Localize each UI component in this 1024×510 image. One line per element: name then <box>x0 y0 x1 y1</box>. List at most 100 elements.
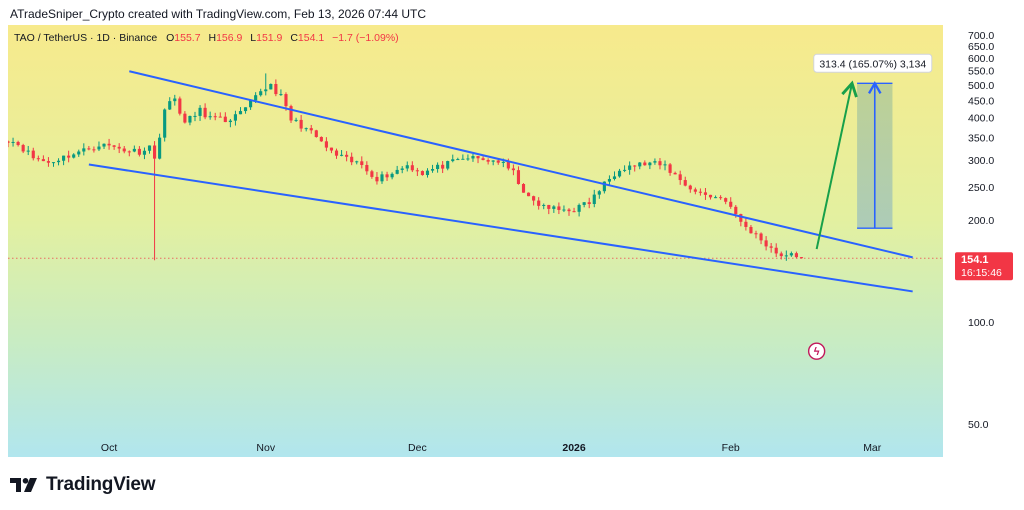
candle-body <box>617 170 622 177</box>
price-tick-label: 350.0 <box>968 132 994 144</box>
candle-body <box>208 116 212 118</box>
candle-body <box>658 161 662 166</box>
price-axis-background[interactable] <box>943 25 1016 457</box>
candle-body <box>168 101 172 110</box>
candle-body <box>486 160 490 162</box>
candle-body <box>481 158 485 161</box>
candle-body <box>269 83 273 90</box>
time-tick-label: Dec <box>408 442 427 454</box>
candle-body <box>289 106 293 121</box>
candle-body <box>26 150 30 152</box>
candle-body <box>476 156 480 159</box>
legend-low: 151.9 <box>256 32 282 44</box>
candle-body <box>633 165 637 167</box>
candle-body <box>521 184 526 193</box>
candle-body <box>163 109 167 138</box>
candle-body <box>496 160 500 163</box>
time-tick-label: Oct <box>101 442 117 454</box>
candle-body <box>102 143 106 147</box>
candle-body <box>294 119 298 121</box>
candle-body <box>375 176 379 182</box>
candle-body <box>203 107 207 118</box>
candle-body <box>491 160 495 162</box>
candle-body <box>62 155 66 161</box>
candle-body <box>577 204 581 212</box>
candle-body <box>592 194 596 205</box>
candle-body <box>299 119 303 129</box>
candle-body <box>799 257 804 259</box>
price-tick-label: 600.0 <box>968 53 994 65</box>
candle-body <box>774 247 778 254</box>
price-tick-label: 50.0 <box>968 419 989 431</box>
candle-body <box>784 255 788 257</box>
candle-body <box>643 162 647 166</box>
price-tick-label: 550.0 <box>968 66 994 78</box>
candle-body <box>345 154 349 157</box>
candle-body <box>274 83 278 95</box>
candle-body <box>67 155 71 158</box>
last-price-tag[interactable]: 154.1 16:15:46 <box>955 252 1013 281</box>
candle-body <box>117 146 121 149</box>
candle-body <box>173 98 177 102</box>
price-tick-label: 200.0 <box>968 215 994 227</box>
candle-body <box>249 100 253 108</box>
candle-body <box>259 91 263 96</box>
candle-body <box>698 191 702 193</box>
candle-body <box>511 168 515 171</box>
candle-body <box>360 161 364 165</box>
candle-body <box>628 165 632 170</box>
candle-body <box>264 89 268 92</box>
candle-body <box>365 164 369 172</box>
candle-body <box>744 221 748 227</box>
candle-body <box>188 115 192 123</box>
candle-body <box>355 161 359 163</box>
candle-body <box>714 197 718 199</box>
candle-body <box>582 202 586 205</box>
time-tick-label: Mar <box>863 442 882 454</box>
legend: TAO / TetherUS · 1D · Binance O155.7 H15… <box>14 32 399 44</box>
upper-trendline[interactable] <box>129 70 913 259</box>
candle-body <box>178 98 182 114</box>
bar-countdown: 16:15:46 <box>961 267 1002 279</box>
lower-trendline[interactable] <box>88 163 913 293</box>
candle-body <box>779 253 783 257</box>
legend-change: −1.7 (−1.09%) <box>332 32 399 44</box>
candle-body <box>749 226 753 234</box>
tradingview-footer: TradingView <box>10 474 156 496</box>
candle-body <box>607 178 611 182</box>
svg-text:TAO / TetherUS · 1D · Binance: TAO / TetherUS · 1D · Binance O155.7 H15… <box>14 32 399 44</box>
last-price-value: 154.1 <box>961 254 989 266</box>
candle-body <box>734 206 738 215</box>
candle-body <box>668 164 672 173</box>
candle-body <box>693 189 697 192</box>
measure-label-text: 313.4 (165.07%) 3,134 <box>819 58 926 70</box>
candle-body <box>612 176 617 179</box>
candle-body <box>8 141 10 143</box>
candle-body <box>233 114 237 121</box>
candle-body <box>284 94 288 107</box>
time-axis[interactable]: Oct Nov Dec 2026 Feb Mar <box>101 442 882 454</box>
candle-body <box>11 141 15 143</box>
price-tick-label: 500.0 <box>968 80 994 92</box>
candle-body <box>87 148 91 150</box>
price-tick-label: 700.0 <box>968 30 994 42</box>
candle-body <box>340 154 344 156</box>
candle-body <box>739 214 743 222</box>
candle-body <box>309 128 313 131</box>
legend-high: 156.9 <box>216 32 242 44</box>
lightning-event-icon[interactable]: ϟ <box>807 342 826 360</box>
candle-body <box>395 169 399 174</box>
candle-body <box>279 94 283 96</box>
candle-body <box>441 164 445 169</box>
time-tick-label: Feb <box>722 442 740 454</box>
candlestick-series[interactable] <box>8 73 804 261</box>
candle-body <box>193 115 197 117</box>
candle-body <box>238 111 243 115</box>
candle-body <box>719 197 723 199</box>
candle-body <box>304 128 308 130</box>
candle-body <box>769 246 773 248</box>
candle-body <box>36 158 40 160</box>
candle-body <box>97 146 101 150</box>
breakout-projection-arrow[interactable] <box>815 80 858 250</box>
